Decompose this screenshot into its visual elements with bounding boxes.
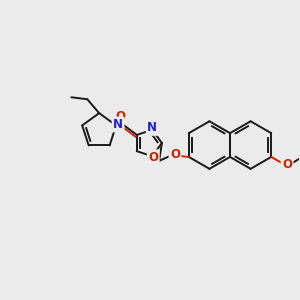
Text: O: O	[115, 110, 125, 123]
Text: O: O	[170, 148, 180, 161]
Text: N: N	[147, 122, 157, 134]
Text: N: N	[113, 118, 123, 131]
Text: O: O	[282, 158, 292, 171]
Text: O: O	[148, 151, 158, 164]
